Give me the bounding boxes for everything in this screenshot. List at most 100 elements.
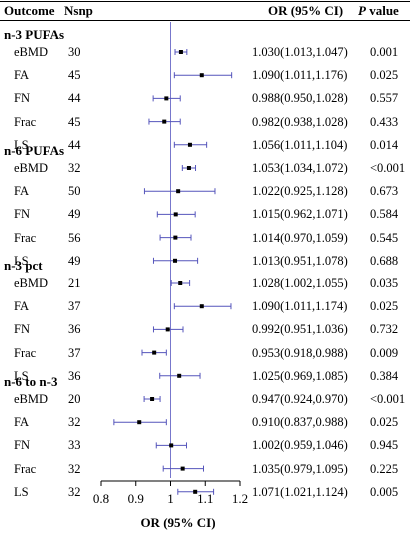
or-column-header: OR (95% CI) (268, 3, 344, 18)
point-estimate (173, 235, 178, 240)
nsnp-value: 49 (68, 253, 81, 268)
x-axis-label: OR (95% CI) (140, 515, 216, 530)
p-value: 0.001 (370, 45, 399, 59)
header-top-rule (0, 1, 410, 2)
point-estimate (169, 443, 174, 448)
or-ci-text: 0.910(0.837,0.988) (252, 415, 348, 430)
outcome-label: FA (14, 68, 30, 83)
or-ci-text: 1.022(0.925,1.128) (252, 184, 348, 199)
outcome-label: FN (14, 91, 30, 106)
group-label: n-3 pct (4, 258, 43, 273)
or-ci-text: 0.988(0.950,1.028) (252, 91, 348, 106)
nsnp-value: 32 (68, 415, 81, 430)
point-estimate (177, 373, 182, 378)
nsnp-value: 32 (68, 484, 81, 499)
group-label: n-6 to n-3 (4, 374, 58, 389)
p-value: 0.545 (370, 230, 399, 245)
nsnp-value: 30 (68, 45, 81, 59)
p-value: 0.225 (370, 461, 399, 476)
p-value: 0.433 (370, 114, 399, 129)
outcome-label: Frac (14, 461, 37, 476)
table-header: Outcome Nsnp OR (95% CI) P value (0, 0, 410, 24)
or-ci-text: 1.013(0.951,1.078) (252, 253, 348, 268)
or-ci-text: 0.982(0.938,1.028) (252, 114, 348, 129)
point-estimate (199, 73, 204, 78)
p-value: 0.035 (370, 276, 399, 290)
nsnp-value: 44 (68, 91, 81, 106)
p-value: 0.732 (370, 322, 399, 337)
p-value: 0.014 (370, 137, 399, 152)
p-value: 0.009 (370, 345, 399, 360)
p-value: 0.025 (370, 299, 399, 314)
point-estimate (137, 420, 142, 425)
or-ci-text: 1.002(0.959,1.046) (252, 438, 348, 453)
outcome-label: eBMD (14, 161, 49, 175)
p-value-header-italic: P (358, 3, 366, 18)
outcome-label: FA (14, 415, 30, 430)
x-tick-label: 1.2 (232, 491, 248, 506)
p-value: 0.945 (370, 438, 399, 453)
or-ci-text: 1.014(0.970,1.059) (252, 230, 348, 245)
point-estimate (173, 258, 178, 263)
point-estimate (152, 350, 157, 355)
nsnp-value: 32 (68, 161, 81, 175)
point-estimate (187, 142, 192, 147)
nsnp-value: 56 (68, 230, 81, 245)
p-value: 0.557 (370, 91, 399, 106)
nsnp-value: 36 (68, 322, 81, 337)
or-ci-text: 1.090(1.011,1.176) (252, 68, 348, 83)
p-value: 0.384 (370, 368, 399, 383)
nsnp-value: 36 (68, 368, 81, 383)
outcome-label: LS (14, 253, 29, 268)
outcome-label: LS (14, 484, 29, 499)
p-value-column-header: P value (358, 3, 399, 19)
nsnp-value: 32 (68, 461, 81, 476)
group-label: n-3 PUFAs (4, 27, 65, 42)
outcome-label: Frac (14, 114, 37, 129)
outcome-label: LS (14, 137, 29, 152)
nsnp-value: 33 (68, 438, 81, 453)
or-ci-text: 1.030(1.013,1.047) (252, 45, 348, 59)
nsnp-value: 49 (68, 207, 81, 222)
nsnp-value: 45 (68, 68, 81, 83)
outcome-label: eBMD (14, 392, 49, 406)
or-ci-text: 0.947(0.924,0.970) (252, 392, 348, 406)
p-value: 0.025 (370, 68, 399, 83)
outcome-label: Frac (14, 345, 37, 360)
outcome-label: eBMD (14, 45, 49, 59)
p-value-header-rest: value (365, 3, 399, 18)
or-ci-text: 0.953(0.918,0.988) (252, 345, 348, 360)
or-ci-text: 1.056(1.011,1.104) (252, 137, 348, 152)
point-estimate (162, 119, 167, 124)
outcome-label: LS (14, 368, 29, 383)
point-estimate (180, 466, 185, 471)
nsnp-value: 45 (68, 114, 81, 129)
x-tick-label: 0.9 (128, 491, 144, 506)
outcome-label: FA (14, 184, 30, 199)
outcome-label: eBMD (14, 276, 49, 290)
group-label: n-6 PUFAs (4, 143, 65, 158)
nsnp-value: 37 (68, 299, 81, 314)
or-ci-text: 1.035(0.979,1.095) (252, 461, 348, 476)
point-estimate (165, 327, 170, 332)
nsnp-value: 20 (68, 392, 81, 406)
point-estimate (178, 281, 183, 285)
point-estimate (164, 96, 169, 101)
or-ci-text: 0.992(0.951,1.036) (252, 322, 348, 337)
outcome-column-header: Outcome (4, 3, 55, 18)
x-tick-label: 1 (167, 491, 174, 506)
header-bottom-rule (0, 20, 410, 21)
nsnp-column-header: Nsnp (64, 3, 93, 18)
x-tick-label: 1.1 (197, 491, 213, 506)
outcome-label: FN (14, 322, 30, 337)
outcome-label: FN (14, 438, 30, 453)
or-ci-text: 1.015(0.962,1.071) (252, 207, 348, 222)
p-value: <0.001 (370, 392, 406, 406)
p-value: <0.001 (370, 161, 406, 175)
point-estimate (186, 166, 191, 170)
p-value: 0.025 (370, 415, 399, 430)
outcome-label: FN (14, 207, 30, 222)
nsnp-value: 21 (68, 276, 81, 290)
p-value: 0.673 (370, 184, 399, 199)
